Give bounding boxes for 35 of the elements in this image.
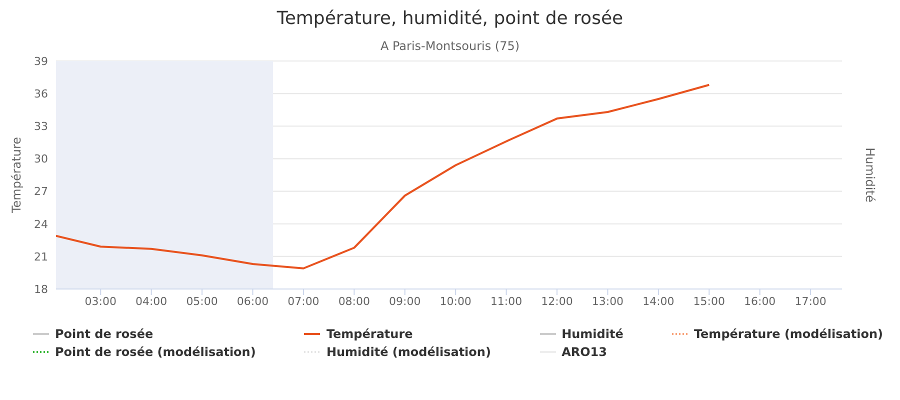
y-tick-label: 36 — [34, 87, 48, 100]
chart-title: Température, humidité, point de rosée — [276, 8, 624, 29]
legend-label: Humidité — [562, 327, 624, 341]
legend-label: Point de rosée (modélisation) — [55, 345, 256, 359]
x-tick-label: 08:00 — [338, 294, 370, 308]
x-tick-label: 10:00 — [440, 294, 472, 308]
x-tick-label: 11:00 — [490, 294, 522, 308]
x-tick-label: 15:00 — [693, 294, 725, 308]
y-tick-label: 24 — [34, 218, 48, 231]
x-tick-label: 16:00 — [744, 294, 776, 308]
y-tick-label: 30 — [34, 152, 48, 166]
x-tick-label: 06:00 — [236, 294, 269, 308]
line-series — [56, 84, 710, 270]
legend-label: ARO13 — [562, 345, 607, 359]
y-tick-label: 27 — [34, 185, 48, 198]
y2-axis-title: Humidité — [862, 148, 877, 202]
y-tick-label: 39 — [34, 54, 48, 68]
legend-label: Point de rosée — [55, 327, 154, 341]
x-tick-label: 13:00 — [592, 294, 624, 308]
legend-label: Humidité (modélisation) — [326, 345, 491, 359]
x-tick-label: 12:00 — [541, 294, 573, 308]
x-tick-label: 09:00 — [389, 294, 421, 308]
x-tick-label: 14:00 — [642, 294, 674, 308]
x-tick-label: 07:00 — [288, 294, 320, 308]
legend-label: Température — [326, 327, 413, 341]
y-axis-title: Température — [9, 136, 24, 214]
x-tick-label: 04:00 — [135, 294, 168, 308]
y-tick-label: 33 — [34, 120, 48, 134]
chart-subtitle: A Paris-Montsouris (75) — [379, 39, 521, 53]
legend-label: Température (modélisation) — [694, 327, 883, 341]
x-tick-label: 05:00 — [186, 294, 218, 308]
x-tick-label: 17:00 — [794, 294, 826, 308]
y-tick-label: 21 — [34, 250, 48, 264]
y-tick-label: 18 — [34, 282, 48, 296]
x-tick-label: 03:00 — [84, 294, 116, 308]
